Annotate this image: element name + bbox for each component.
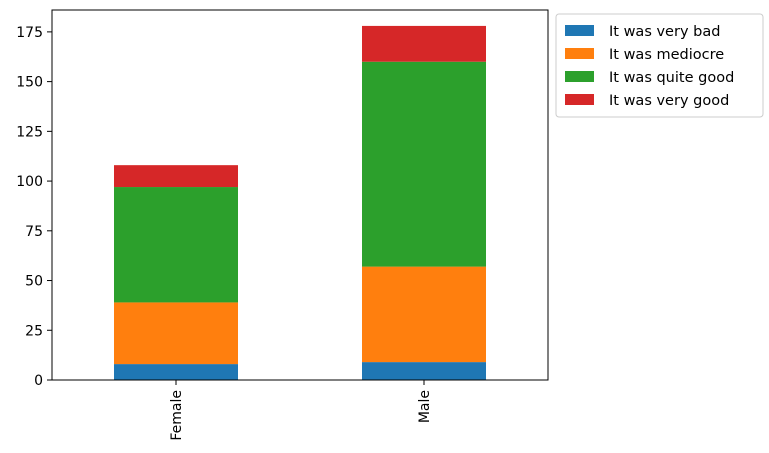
legend-label-1: It was mediocre	[609, 47, 724, 63]
legend-swatch-2	[565, 71, 594, 82]
legend-label-0: It was very bad	[609, 24, 720, 40]
y-axis: 0 25 50 75 100 125 150 175	[16, 25, 52, 389]
legend-swatch-3	[565, 94, 594, 105]
legend-label-2: It was quite good	[609, 70, 734, 86]
y-tick-label: 150	[16, 75, 43, 91]
bars-layer	[114, 25, 486, 380]
bar-male-series-1	[362, 266, 486, 363]
legend-swatch-0	[565, 25, 594, 36]
x-axis: Female Male	[169, 380, 433, 441]
legend-frame	[555, 13, 764, 118]
x-tick-label-female: Female	[169, 390, 185, 441]
y-tick-label: 0	[34, 373, 43, 389]
bar-male-series-0	[362, 362, 486, 380]
bar-female-series-1	[114, 302, 238, 365]
bar-male-series-2	[362, 61, 486, 267]
plot-frame	[51, 9, 549, 381]
bar-female-series-3	[114, 165, 238, 188]
x-tick-label-male: Male	[417, 390, 433, 423]
y-tick-label: 25	[25, 323, 43, 339]
y-tick-label: 75	[25, 224, 43, 240]
legend-swatch-1	[565, 48, 594, 59]
legend-label-3: It was very good	[609, 93, 729, 109]
y-tick-label: 50	[25, 274, 43, 290]
bar-female-series-2	[114, 187, 238, 303]
legend: It was very bad It was mediocre It was qui…	[555, 13, 764, 118]
bar-female-series-0	[114, 364, 238, 380]
y-tick-label: 125	[16, 124, 43, 140]
bar-male-series-3	[362, 25, 486, 62]
y-tick-label: 175	[16, 25, 43, 41]
y-tick-label: 100	[16, 174, 43, 190]
